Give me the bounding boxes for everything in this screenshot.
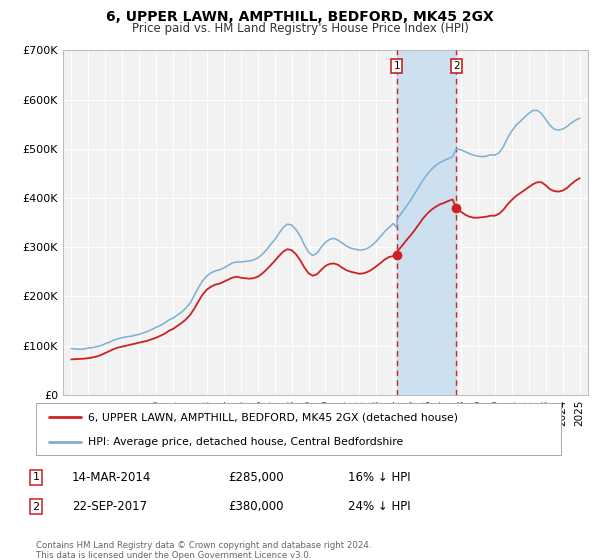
Text: 16% ↓ HPI: 16% ↓ HPI (348, 470, 410, 484)
Text: 6, UPPER LAWN, AMPTHILL, BEDFORD, MK45 2GX: 6, UPPER LAWN, AMPTHILL, BEDFORD, MK45 2… (106, 10, 494, 24)
Text: 24% ↓ HPI: 24% ↓ HPI (348, 500, 410, 514)
Text: 14-MAR-2014: 14-MAR-2014 (72, 470, 151, 484)
Text: Price paid vs. HM Land Registry's House Price Index (HPI): Price paid vs. HM Land Registry's House … (131, 22, 469, 35)
Text: 2: 2 (32, 502, 40, 512)
Text: 6, UPPER LAWN, AMPTHILL, BEDFORD, MK45 2GX (detached house): 6, UPPER LAWN, AMPTHILL, BEDFORD, MK45 2… (89, 412, 458, 422)
Text: 1: 1 (32, 472, 40, 482)
Bar (397, 50, 457, 395)
Text: HPI: Average price, detached house, Central Bedfordshire: HPI: Average price, detached house, Cent… (89, 437, 404, 447)
Text: 1: 1 (394, 61, 400, 71)
Text: 22-SEP-2017: 22-SEP-2017 (72, 500, 147, 514)
Text: Contains HM Land Registry data © Crown copyright and database right 2024.
This d: Contains HM Land Registry data © Crown c… (36, 541, 371, 560)
Text: 2: 2 (453, 61, 460, 71)
Text: £380,000: £380,000 (228, 500, 284, 514)
Text: £285,000: £285,000 (228, 470, 284, 484)
